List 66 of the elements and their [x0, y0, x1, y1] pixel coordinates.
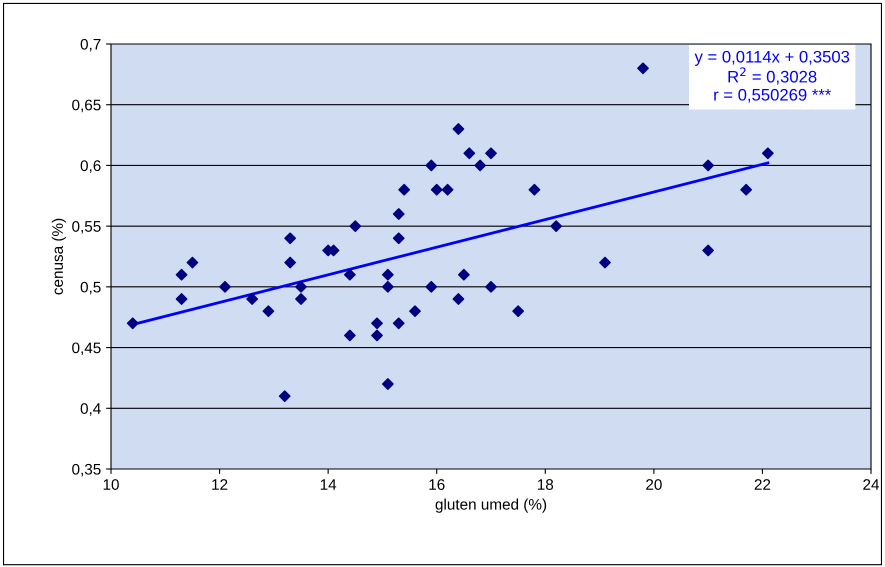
point — [463, 147, 476, 160]
x-tick-label: 16 — [429, 479, 445, 490]
point — [349, 220, 362, 232]
point — [176, 293, 188, 305]
x-tick-label: 14 — [320, 479, 336, 490]
point — [458, 268, 470, 281]
point — [599, 256, 611, 268]
point — [344, 330, 356, 342]
annotation: R$^{2}$ = 0,3028 — [728, 67, 816, 85]
point — [295, 293, 307, 305]
annotation: r = 0,550269 *** — [714, 88, 832, 103]
x-axis-title: gluten umed (%) — [436, 498, 546, 513]
y-tick-label: 0,45 — [72, 342, 101, 356]
point — [442, 184, 454, 196]
x-tick-label: 18 — [538, 479, 554, 490]
point — [485, 280, 497, 293]
point — [262, 305, 274, 318]
point — [392, 232, 405, 244]
point — [344, 268, 356, 281]
point — [382, 268, 394, 281]
x-tick-label: 12 — [212, 479, 228, 490]
point — [430, 184, 443, 196]
point — [382, 378, 394, 390]
point — [219, 280, 231, 293]
point — [284, 232, 296, 244]
point — [295, 280, 307, 293]
y-tick-label: 0,55 — [72, 221, 101, 234]
y-tick-label: 0,5 — [80, 282, 101, 294]
point — [528, 184, 540, 196]
point — [186, 256, 198, 268]
point — [425, 280, 438, 293]
x-tick-label: 20 — [646, 479, 662, 490]
point — [392, 317, 405, 330]
y-tick-label: 0,4 — [80, 403, 101, 416]
point — [762, 147, 774, 160]
point — [371, 330, 383, 342]
point — [398, 184, 410, 196]
x-tick-label: 10 — [104, 479, 119, 490]
y-tick-label: 0,65 — [72, 100, 101, 112]
annotation: y = 0,0114x + 0,3503 — [694, 50, 850, 66]
point — [740, 184, 752, 196]
y-tick-label: 0,35 — [72, 464, 101, 476]
point — [702, 160, 714, 172]
point — [512, 305, 524, 318]
x-tick-label: 22 — [754, 479, 770, 490]
point — [371, 317, 383, 330]
point — [485, 147, 497, 160]
point — [246, 293, 258, 305]
point — [474, 160, 486, 172]
point — [702, 244, 714, 256]
point — [452, 123, 464, 135]
point — [382, 280, 394, 293]
point — [176, 268, 188, 281]
x-tick-label: 24 — [863, 479, 880, 490]
y-tick-label: 0,6 — [80, 160, 101, 173]
point — [409, 305, 421, 318]
point — [392, 208, 405, 220]
point — [126, 317, 139, 330]
point — [550, 220, 562, 232]
point — [425, 160, 438, 172]
point — [452, 293, 464, 305]
point — [637, 62, 649, 74]
point — [284, 256, 296, 268]
point — [278, 390, 291, 402]
y-axis-title: cenusa (%) — [52, 218, 66, 294]
y-tick-label: 0,7 — [80, 38, 101, 52]
